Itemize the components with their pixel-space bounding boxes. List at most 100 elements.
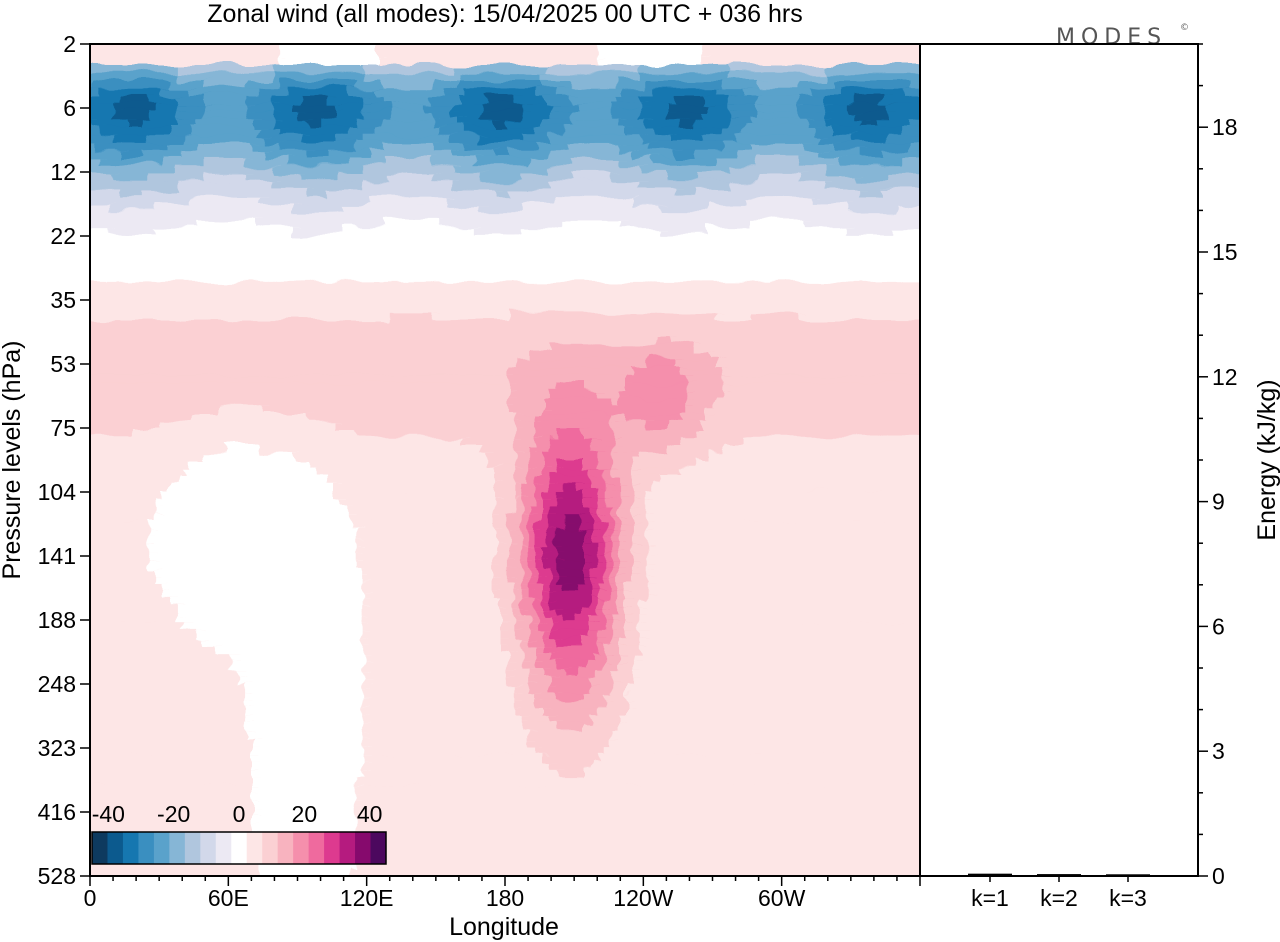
contour-cell	[507, 382, 565, 391]
contour-cell	[383, 157, 440, 167]
contour-cell	[514, 692, 544, 701]
contour-cell	[535, 126, 572, 136]
colorbar-tick-label: -40	[92, 801, 125, 827]
contour-cell	[694, 188, 869, 198]
contour-cell	[90, 413, 198, 422]
contour-cell	[293, 227, 350, 236]
contour-cell	[667, 103, 717, 113]
contour-cell	[452, 103, 489, 113]
contour-cell	[376, 126, 447, 136]
contour-cell	[90, 88, 108, 97]
contour-cell	[335, 490, 503, 500]
contour-cell	[507, 514, 530, 523]
contour-cell	[549, 684, 599, 693]
contour-cell	[646, 552, 920, 562]
contour-cell	[549, 111, 579, 120]
contour-cell	[99, 88, 171, 97]
contour-cell	[494, 521, 516, 531]
contour-cell	[881, 188, 920, 198]
contour-cell	[708, 405, 920, 415]
contour-cell	[590, 762, 920, 771]
contour-cell	[90, 297, 920, 306]
energy-tick-label: 12	[1212, 364, 1238, 390]
contour-cell	[355, 560, 503, 570]
contour-cell	[826, 181, 920, 190]
y-tick-label: 248	[38, 671, 76, 697]
contour-cell	[514, 622, 537, 631]
energy-category-label: k=1	[971, 885, 1009, 911]
contour-cell	[238, 669, 371, 678]
contour-cell	[494, 537, 516, 546]
contour-cell	[362, 630, 509, 639]
contour-cell	[90, 328, 920, 337]
contour-cell	[507, 374, 634, 384]
contour-cell	[335, 173, 399, 182]
contour-cell	[355, 800, 920, 810]
contour-cell	[90, 862, 267, 872]
contour-cell	[549, 436, 599, 446]
contour-cell	[563, 583, 586, 593]
contour-cell	[625, 88, 662, 97]
contour-cell	[570, 173, 620, 182]
contour-cell	[90, 460, 198, 469]
contour-cell	[90, 258, 920, 267]
contour-cell	[245, 95, 281, 105]
contour-cell	[715, 312, 758, 322]
contour-cell	[833, 126, 911, 136]
contour-cell	[362, 134, 461, 144]
contour-cell	[853, 111, 897, 120]
contour-cell	[590, 436, 620, 446]
contour-cell	[625, 630, 648, 639]
contour-cell	[632, 514, 655, 523]
contour-cell	[632, 460, 703, 469]
contour-cell	[653, 336, 675, 345]
contour-cell	[556, 692, 592, 701]
contour-cell	[514, 630, 537, 639]
contour-cell	[92, 119, 136, 128]
energy-tick-label: 0	[1212, 863, 1225, 889]
contour-cell	[881, 150, 920, 159]
contour-cell	[653, 88, 724, 97]
contour-cell	[528, 351, 717, 360]
contour-cell	[556, 638, 592, 647]
contour-cell	[701, 57, 920, 66]
contour-cell	[383, 219, 447, 229]
contour-cell	[155, 204, 302, 213]
x-tick-label: 0	[84, 885, 97, 911]
contour-cell	[701, 44, 920, 51]
contour-cell	[528, 731, 620, 740]
contour-cell	[501, 630, 523, 639]
contour-cell	[701, 134, 745, 144]
contour-cell	[750, 142, 814, 151]
contour-cell	[549, 630, 599, 639]
contour-cell	[590, 483, 613, 492]
contour-cell	[632, 498, 655, 508]
contour-cell	[549, 676, 599, 686]
contour-cell	[245, 103, 281, 113]
contour-cell	[535, 622, 558, 631]
contour-cell	[452, 165, 558, 175]
contour-cell	[563, 514, 586, 523]
contour-cell	[507, 390, 558, 399]
contour-cell	[231, 653, 371, 662]
contour-cell	[542, 460, 565, 469]
contour-cell	[604, 607, 627, 616]
contour-cell	[90, 266, 920, 275]
contour-cell	[390, 312, 440, 322]
energy-axis-ticks: 0 3 6 9 12 15 18	[1198, 43, 1238, 889]
contour-cell	[307, 188, 337, 198]
contour-cell	[90, 738, 260, 748]
contour-cell	[597, 754, 920, 763]
contour-cell	[646, 80, 731, 89]
contour-cell	[535, 529, 558, 539]
contour-cell	[535, 475, 558, 484]
contour-cell	[90, 769, 260, 779]
contour-cell	[750, 219, 814, 229]
contour-cell	[702, 34, 924, 42]
contour-cell	[390, 111, 440, 120]
contour-cell	[667, 111, 710, 120]
contour-cell	[549, 653, 599, 662]
energy-frame	[919, 43, 1199, 877]
contour-cell	[521, 498, 544, 508]
contour-cell	[252, 777, 364, 786]
